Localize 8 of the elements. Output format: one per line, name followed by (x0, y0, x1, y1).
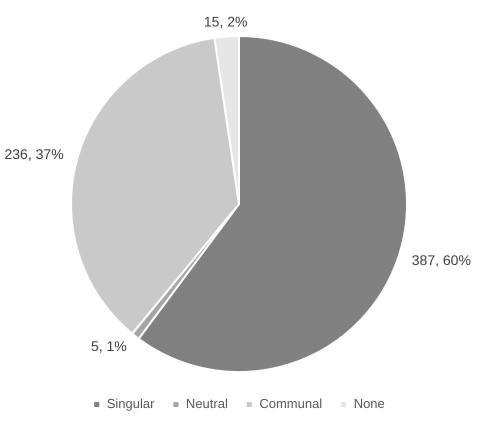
data-label: 387, 60% (412, 252, 471, 268)
data-label: 15, 2% (204, 13, 248, 30)
legend-label: None (354, 396, 385, 412)
data-label: 5, 1% (90, 338, 127, 354)
legend-label: Communal (259, 396, 322, 412)
data-label: 236, 37% (4, 146, 64, 162)
legend-label: Neutral (186, 396, 228, 412)
legend-label: Singular (106, 396, 156, 412)
